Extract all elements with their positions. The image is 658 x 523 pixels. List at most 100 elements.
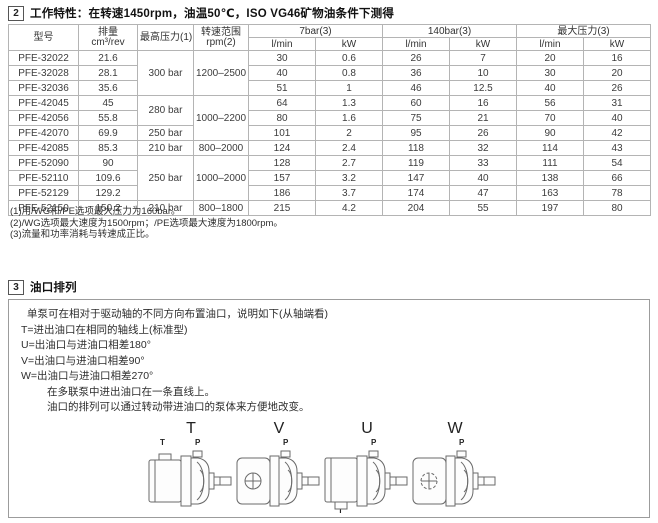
cell-p7: 3.7	[315, 185, 383, 201]
cell-model: PFE-42085	[8, 140, 79, 156]
cell-q7: 186	[248, 185, 316, 201]
table-row: PFE-42045 45 280 bar 1000–2200 64 1.3 60…	[8, 95, 652, 141]
table-row: PFE-52110 109.6 157 3.2 147 40 138 66	[8, 170, 652, 186]
cell-qmax: 163	[516, 185, 585, 201]
description-line: V=出油口与进油口相差90°	[21, 354, 145, 367]
section2-number-badge: 2	[8, 5, 24, 21]
cell-speed-range: 1000–2200	[193, 95, 249, 141]
table-row: PFE-32022 21.6 300 bar 1200–2500 30 0.6 …	[8, 50, 652, 96]
port-arrangement-W: W P	[411, 420, 499, 515]
pump-diagram-T-icon: T P	[147, 437, 235, 515]
cell-displacement: 55.8	[78, 110, 138, 126]
cell-pmax: 16	[583, 50, 652, 66]
cell-pmax: 43	[583, 140, 652, 156]
section2-title: 工作特性：在转速1450rpm，油温50℃，ISO VG46矿物油条件下测得	[30, 8, 395, 20]
cell-qmax: 138	[516, 170, 585, 186]
cell-p140: 12.5	[448, 80, 518, 96]
cell-model: PFE-42070	[8, 125, 79, 141]
cell-q140: 46	[382, 80, 450, 96]
cell-p140: 33	[448, 155, 518, 171]
cell-displacement: 45	[78, 95, 138, 111]
cell-q140: 147	[382, 170, 450, 186]
cell-p140: 7	[448, 50, 518, 66]
cell-max-pressure: 210 bar	[137, 140, 194, 156]
table-footnotes: (1)用/WG和/PE选项最大压力为160bar。 (2)/WG选项最大速度为1…	[10, 206, 283, 241]
cell-q140: 75	[382, 110, 450, 126]
cell-displacement: 109.6	[78, 170, 138, 186]
port-label-T: T	[160, 437, 165, 447]
section3-number-badge: 3	[8, 279, 24, 295]
cell-model: PFE-52090	[8, 155, 79, 171]
port-arrangement-U: U P T	[323, 420, 411, 515]
cell-p140: 10	[448, 65, 518, 81]
port-label-P: P	[283, 437, 289, 447]
cell-qmax: 40	[516, 80, 585, 96]
col-header-max-pressure: 最高压力(1)	[137, 24, 194, 51]
cell-q140: 95	[382, 125, 450, 141]
cell-model: PFE-52129	[8, 185, 79, 201]
col-header-model: 型号	[8, 24, 79, 51]
table-header-row: 型号 排量 cm³/rev 最高压力(1) 转速范围 rpm(2) 7bar(3…	[8, 24, 652, 51]
cell-q7: 51	[248, 80, 316, 96]
description-line: W=出油口与进油口相差270°	[21, 370, 154, 382]
footnote-2: (2)/WG选项最大速度为1500rpm；/PE选项最大速度为1800rpm。	[10, 217, 283, 229]
col-header-speed-range: 转速范围 rpm(2)	[193, 24, 249, 51]
cell-p140: 16	[448, 95, 518, 111]
cell-p7: 1	[315, 80, 383, 96]
cell-p7: 4.2	[315, 200, 383, 216]
description-line: T=进出油口在相同的轴线上(标准型)	[21, 323, 188, 336]
table-row: PFE-42056 55.8 80 1.6 75 21 70 40	[8, 110, 652, 126]
subheader-lmin: l/min	[248, 37, 316, 51]
table-row: PFE-52129 129.2 186 3.7 174 47 163 78	[8, 185, 652, 201]
cell-displacement: 85.3	[78, 140, 138, 156]
cell-qmax: 90	[516, 125, 585, 141]
cell-p140: 55	[448, 200, 518, 216]
col-group-max-pressure: 最大压力(3)	[516, 24, 652, 38]
cell-p140: 21	[448, 110, 518, 126]
cell-max-pressure: 280 bar	[137, 95, 194, 126]
cell-q7: 124	[248, 140, 316, 156]
oil-port-description: 单泵可在相对于驱动轴的不同方向布置油口，说明如下(从轴端看) T=进出油口在相同…	[9, 300, 649, 416]
cell-p140: 40	[448, 170, 518, 186]
cell-speed-range: 1000–2000	[193, 155, 249, 201]
cell-max-pressure: 300 bar	[137, 50, 194, 96]
arrangement-letter: W	[447, 419, 463, 437]
cell-qmax: 56	[516, 95, 585, 111]
table-row: PFE-32028 28.1 40 0.8 36 10 30 20	[8, 65, 652, 81]
section3-title: 油口排列	[30, 282, 77, 294]
description-line: 单泵可在相对于驱动轴的不同方向布置油口，说明如下(从轴端看)	[27, 308, 328, 320]
port-label-P: P	[459, 437, 465, 447]
section2-header: 2 工作特性：在转速1450rpm，油温50℃，ISO VG46矿物油条件下测得	[8, 5, 394, 21]
subheader-kw: kW	[583, 37, 652, 51]
cell-model: PFE-42045	[8, 95, 79, 111]
port-label-P: P	[371, 437, 377, 447]
cell-qmax: 197	[516, 200, 585, 216]
cell-p7: 3.2	[315, 170, 383, 186]
cell-pmax: 80	[583, 200, 652, 216]
cell-pmax: 26	[583, 80, 652, 96]
cell-qmax: 111	[516, 155, 585, 171]
cell-model: PFE-52110	[8, 170, 79, 186]
cell-q140: 204	[382, 200, 450, 216]
cell-q140: 119	[382, 155, 450, 171]
col-header-displacement: 排量 cm³/rev	[78, 24, 138, 51]
cell-p7: 2	[315, 125, 383, 141]
col-group-140bar: 140bar(3)	[381, 24, 518, 38]
description-line: 油口的排列可以通过转动带进油口的泵体来方便地改变。	[47, 401, 310, 413]
table-row: PFE-32036 35.6 51 1 46 12.5 40 26	[8, 80, 652, 96]
cell-q7: 128	[248, 155, 316, 171]
arrangement-letter: T	[186, 419, 196, 437]
port-arrangement-V: V P	[235, 420, 323, 515]
description-line: U=出油口与进油口相差180°	[21, 339, 151, 351]
arrangement-letter: U	[361, 419, 373, 437]
cell-p7: 1.3	[315, 95, 383, 111]
cell-displacement: 90	[78, 155, 138, 171]
cell-q7: 80	[248, 110, 316, 126]
pump-diagram-V-icon: P	[235, 437, 323, 515]
cell-qmax: 70	[516, 110, 585, 126]
cell-displacement: 28.1	[78, 65, 138, 81]
footnote-1: (1)用/WG和/PE选项最大压力为160bar。	[10, 206, 181, 217]
cell-pmax: 66	[583, 170, 652, 186]
col-group-7bar: 7bar(3)	[248, 24, 383, 38]
cell-q140: 118	[382, 140, 450, 156]
